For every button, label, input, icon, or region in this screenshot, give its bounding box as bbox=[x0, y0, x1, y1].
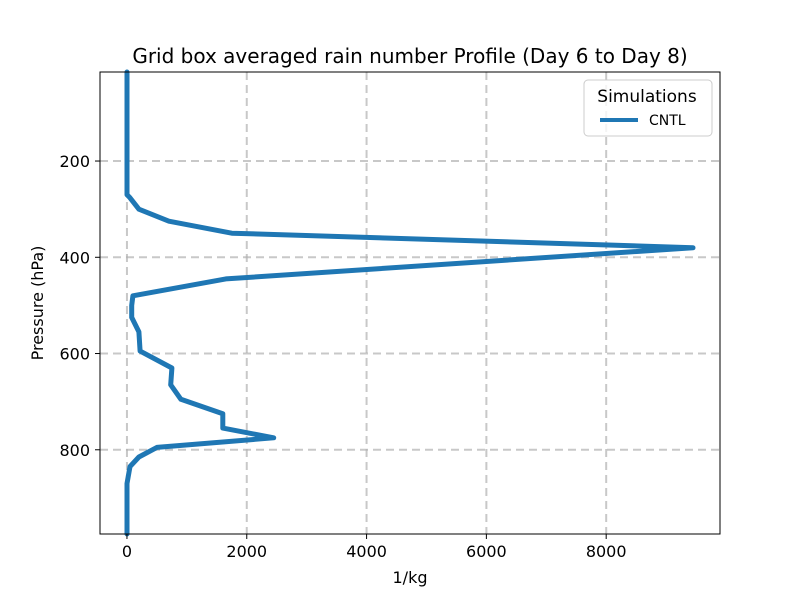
series-layer bbox=[124, 69, 696, 537]
y-axis-label: Pressure (hPa) bbox=[28, 246, 47, 361]
x-tick-label: 0 bbox=[122, 542, 132, 561]
x-tick-label: 8000 bbox=[586, 542, 627, 561]
x-axis-label: 1/kg bbox=[393, 568, 428, 587]
y-tick-label: 400 bbox=[59, 248, 90, 267]
series-line-cntl bbox=[124, 69, 696, 537]
chart-title: Grid box averaged rain number Profile (D… bbox=[132, 44, 687, 68]
x-tick-label: 6000 bbox=[466, 542, 507, 561]
grid-lines bbox=[100, 72, 720, 534]
legend-title: Simulations bbox=[597, 87, 697, 107]
y-tick-label: 800 bbox=[59, 441, 90, 460]
y-tick-label: 600 bbox=[59, 345, 90, 364]
legend: Simulations CNTL bbox=[583, 79, 713, 137]
y-tick-label: 200 bbox=[59, 152, 90, 171]
x-tick-label: 4000 bbox=[346, 542, 387, 561]
plot-frame bbox=[99, 71, 721, 535]
y-axis: 200 400 600 800 bbox=[59, 152, 100, 460]
legend-label-cntl: CNTL bbox=[649, 113, 686, 129]
x-axis: 0 2000 4000 6000 8000 bbox=[122, 534, 627, 561]
x-tick-label: 2000 bbox=[226, 542, 267, 561]
